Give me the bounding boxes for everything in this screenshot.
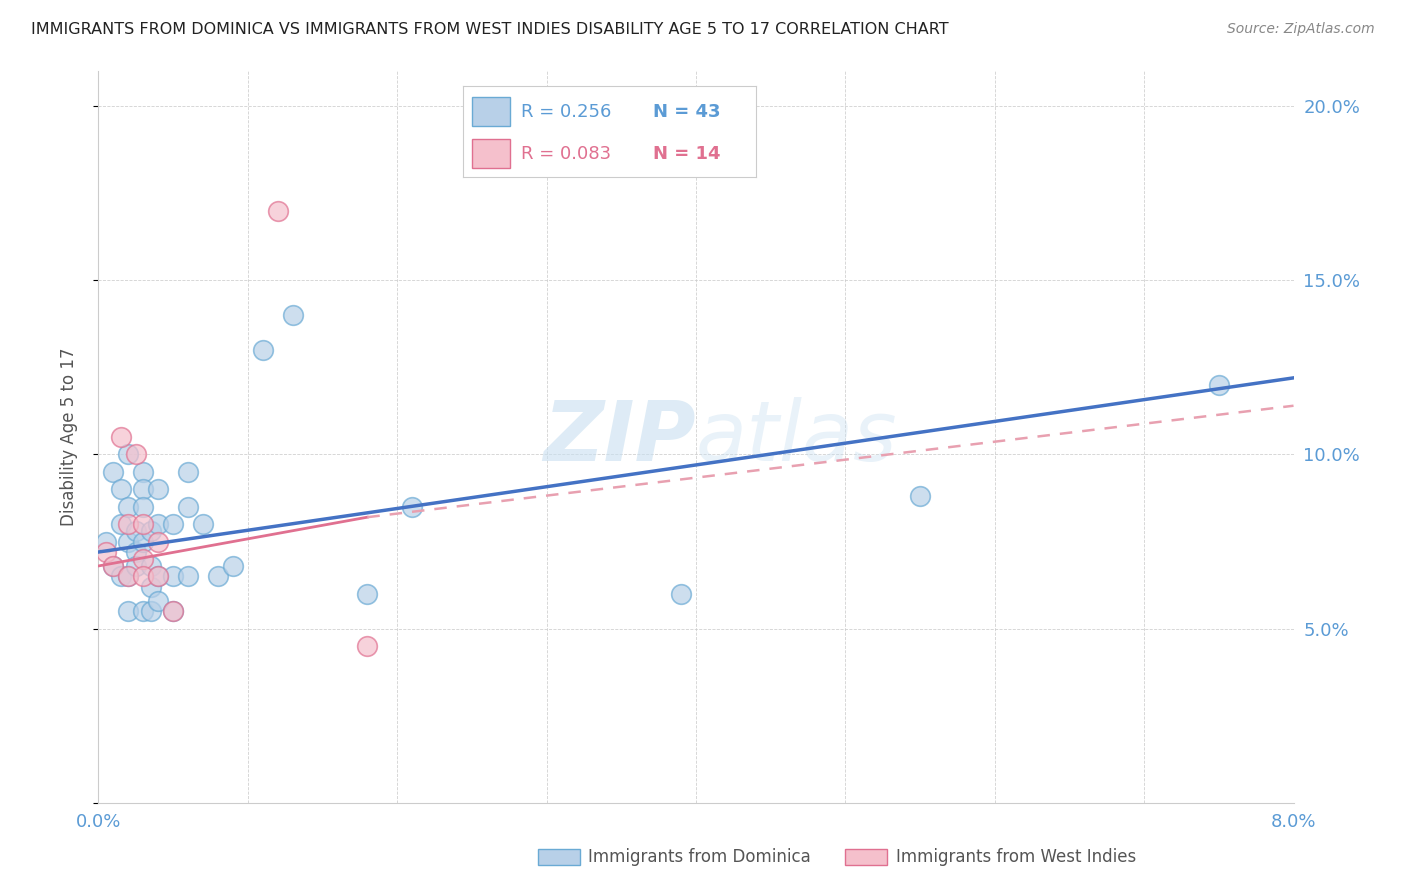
- Point: [117, 534, 139, 549]
- Point: [148, 534, 170, 549]
- Point: [139, 604, 162, 618]
- Point: [132, 517, 155, 532]
- Point: [148, 483, 170, 497]
- Point: [125, 448, 148, 462]
- FancyBboxPatch shape: [845, 849, 887, 865]
- Point: [148, 594, 170, 608]
- Point: [132, 534, 155, 549]
- Point: [117, 569, 139, 583]
- Point: [1208, 377, 1230, 392]
- Point: [139, 580, 162, 594]
- Point: [162, 517, 184, 532]
- Point: [132, 483, 155, 497]
- Point: [125, 524, 148, 538]
- Point: [117, 569, 139, 583]
- Y-axis label: Disability Age 5 to 17: Disability Age 5 to 17: [59, 348, 77, 526]
- Point: [191, 517, 214, 532]
- Point: [139, 524, 162, 538]
- Text: ZIP: ZIP: [543, 397, 696, 477]
- FancyBboxPatch shape: [538, 849, 581, 865]
- Point: [222, 558, 245, 573]
- Point: [401, 500, 423, 514]
- Point: [110, 517, 132, 532]
- Point: [125, 558, 148, 573]
- Point: [110, 569, 132, 583]
- Point: [267, 203, 290, 218]
- Point: [177, 465, 200, 479]
- Point: [117, 604, 139, 618]
- Point: [177, 569, 200, 583]
- Text: atlas: atlas: [696, 397, 897, 477]
- Point: [117, 500, 139, 514]
- Point: [132, 500, 155, 514]
- Point: [669, 587, 692, 601]
- Point: [252, 343, 274, 357]
- Point: [162, 604, 184, 618]
- Point: [132, 465, 155, 479]
- Point: [177, 500, 200, 514]
- Point: [110, 430, 132, 444]
- Point: [356, 587, 378, 601]
- Text: IMMIGRANTS FROM DOMINICA VS IMMIGRANTS FROM WEST INDIES DISABILITY AGE 5 TO 17 C: IMMIGRANTS FROM DOMINICA VS IMMIGRANTS F…: [31, 22, 949, 37]
- Point: [148, 569, 170, 583]
- Point: [132, 569, 155, 583]
- Point: [356, 639, 378, 653]
- Point: [103, 558, 125, 573]
- Point: [117, 517, 139, 532]
- Text: Source: ZipAtlas.com: Source: ZipAtlas.com: [1227, 22, 1375, 37]
- Text: Immigrants from Dominica: Immigrants from Dominica: [589, 848, 811, 866]
- Point: [162, 604, 184, 618]
- Point: [110, 483, 132, 497]
- Point: [132, 552, 155, 566]
- Point: [94, 534, 117, 549]
- Point: [148, 569, 170, 583]
- Point: [94, 545, 117, 559]
- Point: [281, 308, 304, 322]
- Text: Immigrants from West Indies: Immigrants from West Indies: [896, 848, 1136, 866]
- Point: [103, 465, 125, 479]
- Point: [908, 489, 931, 503]
- Point: [103, 558, 125, 573]
- Point: [125, 545, 148, 559]
- Point: [139, 558, 162, 573]
- Point: [117, 448, 139, 462]
- Point: [162, 569, 184, 583]
- Point: [148, 517, 170, 532]
- Point: [207, 569, 229, 583]
- Point: [132, 604, 155, 618]
